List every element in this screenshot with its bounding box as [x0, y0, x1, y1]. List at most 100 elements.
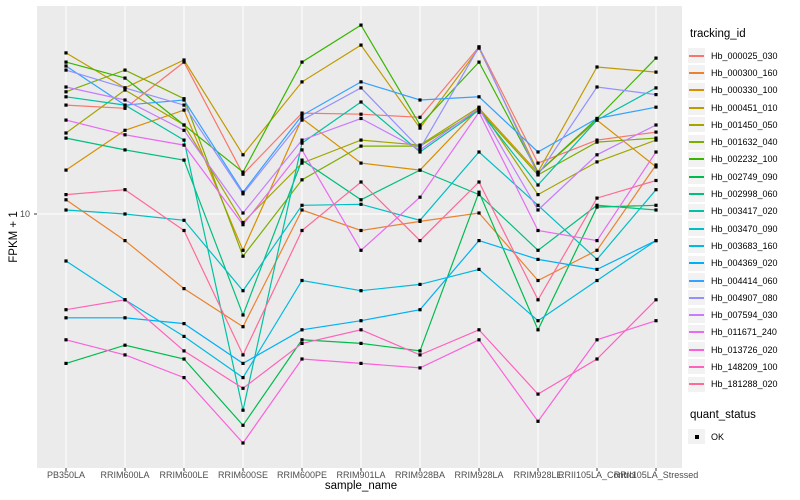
legend-item-label: Hb_002998_060	[711, 189, 778, 200]
legend-key-swatch	[688, 255, 705, 271]
legend-item: Hb_181288_020	[688, 376, 800, 393]
point-marker	[654, 203, 658, 207]
point-marker	[64, 361, 68, 365]
point-marker	[654, 239, 658, 243]
legend-key-swatch	[688, 203, 705, 219]
point-marker	[654, 138, 658, 142]
point-marker	[595, 153, 599, 157]
point-marker	[182, 138, 186, 142]
point-marker	[241, 353, 245, 357]
point-marker	[300, 138, 304, 142]
point-marker	[477, 193, 481, 197]
point-marker	[595, 160, 599, 164]
axis-ticks	[34, 213, 657, 471]
legend-item-label: Hb_004907_080	[711, 292, 778, 303]
legend-item-label: Hb_003417_020	[711, 206, 778, 217]
legend-line-icon	[689, 331, 704, 334]
point-marker	[182, 158, 186, 162]
legend-key-swatch	[688, 82, 705, 98]
point-marker	[595, 65, 599, 69]
point-marker	[123, 188, 127, 192]
point-marker	[477, 211, 481, 215]
point-marker	[64, 198, 68, 202]
point-marker	[359, 144, 363, 148]
legend-line-icon	[689, 193, 704, 196]
legend-item: Hb_000330_100	[688, 82, 800, 99]
legend-key-swatch	[688, 117, 705, 133]
legend-item: Hb_004369_020	[688, 255, 800, 272]
point-marker	[418, 218, 422, 222]
legend-item-label: Hb_000300_160	[711, 67, 778, 78]
legend-item-label: Hb_002749_090	[711, 171, 778, 182]
point-marker	[123, 316, 127, 320]
point-marker	[359, 289, 363, 293]
point-marker	[64, 85, 68, 89]
point-marker	[241, 211, 245, 215]
legend-item: Hb_004907_080	[688, 289, 800, 306]
x-tick-label: RRIM600LA	[100, 470, 150, 480]
point-marker	[359, 198, 363, 202]
legend-item: Hb_148209_100	[688, 358, 800, 375]
legend-item-label: Hb_181288_020	[711, 379, 778, 390]
point-marker	[123, 128, 127, 132]
point-marker	[300, 111, 304, 115]
point-marker	[64, 118, 68, 122]
legend-key-swatch	[688, 48, 705, 64]
point-marker	[536, 150, 540, 154]
point-marker	[418, 148, 422, 152]
legend-item: Hb_000451_010	[688, 99, 800, 116]
point-marker	[182, 334, 186, 338]
legend-item-label: Hb_004369_020	[711, 258, 778, 269]
legend-item-label: Hb_003683_160	[711, 240, 778, 251]
point-marker	[64, 103, 68, 107]
point-marker	[536, 171, 540, 175]
point-marker	[595, 257, 599, 261]
point-marker	[418, 168, 422, 172]
point-marker	[418, 150, 422, 154]
point-marker	[654, 56, 658, 60]
legend-line-icon	[689, 262, 704, 265]
point-marker	[64, 136, 68, 140]
point-marker	[654, 178, 658, 183]
point-marker	[300, 113, 304, 117]
point-marker	[359, 80, 363, 84]
point-marker	[300, 161, 304, 165]
point-marker	[359, 100, 363, 104]
point-marker	[241, 386, 245, 390]
point-marker	[300, 60, 304, 64]
point-marker	[241, 289, 245, 293]
y-tick-label-10: 10	[19, 208, 30, 219]
legend-item: Hb_002232_100	[688, 151, 800, 168]
point-marker	[477, 267, 481, 271]
legend-line-icon	[689, 279, 704, 282]
point-marker	[595, 267, 599, 271]
quant-ok-label: OK	[711, 431, 725, 442]
point-marker	[64, 193, 68, 197]
point-marker	[241, 313, 245, 317]
point-marker	[477, 45, 481, 49]
point-marker	[123, 76, 127, 80]
legend-items: Hb_000025_030 Hb_000300_160 Hb_000330_100 H…	[688, 47, 800, 393]
point-marker	[300, 341, 304, 345]
point-marker	[182, 143, 186, 147]
point-marker	[418, 282, 422, 286]
point-marker	[182, 60, 186, 64]
point-marker	[595, 278, 599, 283]
point-marker	[300, 80, 304, 84]
data-point-markers	[64, 23, 658, 445]
point-marker	[359, 361, 363, 365]
legend-item: Hb_003683_160	[688, 237, 800, 254]
point-marker	[536, 208, 540, 212]
point-marker	[418, 366, 422, 370]
point-marker	[300, 203, 304, 207]
point-marker	[595, 203, 599, 207]
point-marker	[359, 116, 363, 121]
point-marker	[654, 123, 658, 127]
legend-item: Hb_013726_020	[688, 341, 800, 358]
point-marker	[241, 170, 245, 174]
point-marker	[182, 103, 186, 107]
point-marker	[182, 357, 186, 361]
point-marker	[418, 353, 422, 357]
point-marker	[477, 106, 481, 110]
point-marker	[359, 43, 363, 47]
